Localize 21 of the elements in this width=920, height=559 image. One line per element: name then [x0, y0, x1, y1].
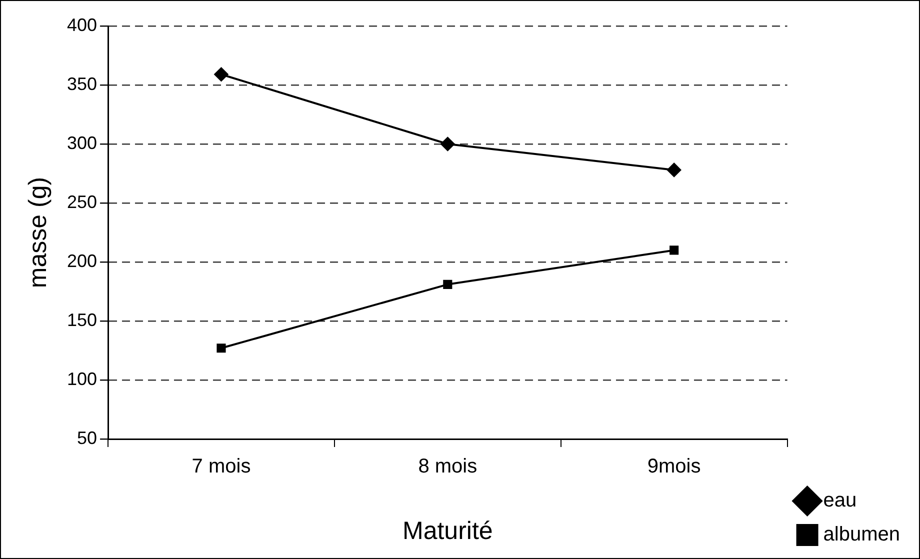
point — [443, 280, 452, 289]
x-tick-label: 7 mois — [192, 456, 251, 478]
point — [440, 137, 455, 151]
y-tick-label: 200 — [66, 250, 98, 271]
x-tick-label: 9mois — [647, 456, 701, 478]
y-tick-label: 400 — [66, 14, 98, 35]
y-tick-label: 50 — [77, 428, 98, 448]
point — [670, 246, 679, 255]
y-axis-title: masse (g) — [24, 176, 52, 288]
point — [667, 162, 682, 177]
y-tick-label: 300 — [66, 132, 98, 153]
y-tick-label: 100 — [66, 368, 98, 389]
y-tick-label: 250 — [66, 192, 98, 212]
legend-label: eau — [823, 490, 857, 512]
point — [214, 67, 228, 82]
legend-label: albumen — [823, 524, 900, 546]
x-tick-label: 8 mois — [418, 456, 478, 478]
x-axis-title: Maturité — [402, 516, 493, 545]
y-tick-label: 150 — [66, 310, 98, 330]
y-tick-label: 350 — [66, 74, 98, 94]
point — [216, 344, 226, 353]
